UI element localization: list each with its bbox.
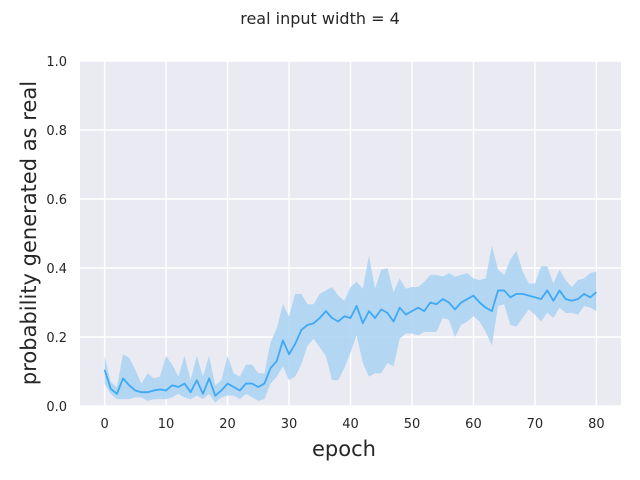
- x-tick-label: 50: [404, 417, 421, 432]
- chart-title: real input width = 4: [240, 9, 400, 28]
- series-line-layer: [103, 289, 597, 397]
- x-tick-label: 70: [527, 417, 544, 432]
- y-tick-label: 0.4: [46, 262, 67, 277]
- x-tick-label: 60: [465, 417, 482, 432]
- x-tick-label: 80: [588, 417, 605, 432]
- y-tick-label: 0.6: [46, 193, 67, 208]
- x-tick-label: 0: [100, 417, 108, 432]
- x-tick-label: 20: [219, 417, 236, 432]
- series-line: [103, 289, 597, 397]
- x-tick-label: 30: [281, 417, 298, 432]
- y-tick-label: 0.2: [46, 331, 67, 346]
- y-axis-label: probability generated as real: [17, 81, 41, 385]
- x-tick-labels: 0 10 20 30 40 50 60 70 80: [100, 417, 604, 432]
- y-tick-labels: 0.0 0.2 0.4 0.6 0.8 1.0: [46, 55, 67, 415]
- x-tick-label: 10: [158, 417, 175, 432]
- x-tick-label: 40: [342, 417, 359, 432]
- y-tick-label: 0.0: [46, 400, 67, 415]
- confidence-band: [104, 245, 597, 403]
- x-axis-label: epoch: [312, 437, 376, 461]
- confidence-band-layer: [104, 245, 597, 403]
- y-tick-label: 1.0: [46, 55, 67, 70]
- y-tick-label: 0.8: [46, 124, 67, 139]
